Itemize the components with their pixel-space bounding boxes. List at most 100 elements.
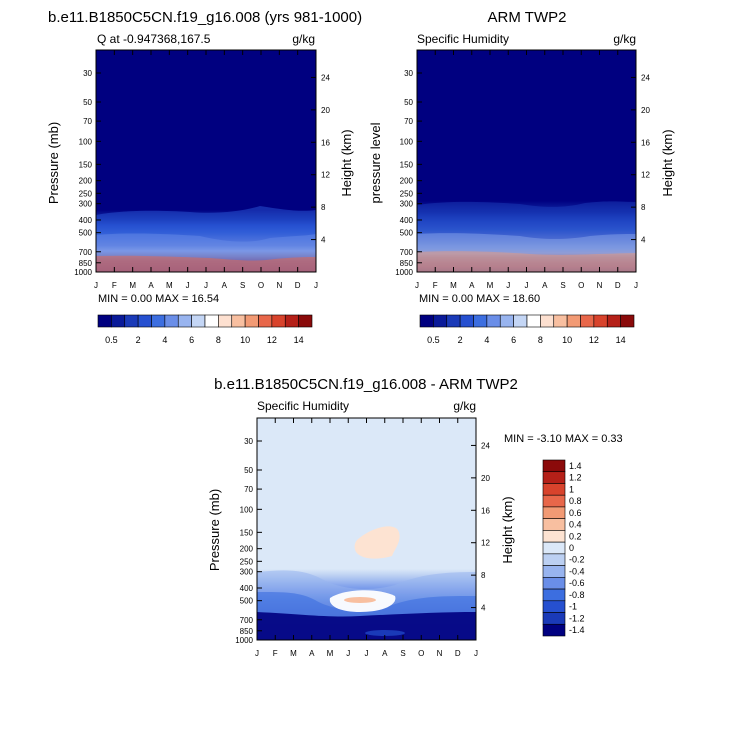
panel-diff-ytick-left-label-1: 50 [244, 466, 253, 475]
panel-obs-xtick-label-5: J [506, 281, 510, 290]
colorbar-model-box-4 [151, 314, 166, 328]
panel-model-ytick-left-label-12: 1000 [74, 268, 92, 277]
panel-model-ytick-left-label-11: 850 [79, 259, 93, 268]
panel-obs-xtick-label-9: O [578, 281, 584, 290]
colorbar-obs-label-4: 8 [538, 335, 543, 345]
panel-model-ytick-right-label-2: 16 [321, 138, 330, 147]
panel-model: b.e11.B1850C5CN.f19_g16.008 (yrs 981-100… [48, 9, 362, 273]
panel-diff-right-axis-label: Height (km) [500, 496, 515, 563]
colorbar-obs-box-2 [446, 314, 461, 328]
panel-diff-ytick-right-label-4: 8 [481, 571, 486, 580]
panel-model-units: g/kg [292, 32, 315, 46]
colorbar-obs-label-6: 12 [589, 335, 599, 345]
panel-diff-ytick-left-label-2: 70 [244, 485, 253, 494]
panel-model-subtitle: Q at -0.947368,167.5 [97, 32, 211, 46]
colorbar-model-box-9 [218, 314, 233, 328]
panel-obs-xtick-label-10: N [597, 281, 603, 290]
panel-diff-ytick-right-label-1: 20 [481, 474, 490, 483]
colorbar-diff-label-10: -0.6 [569, 578, 585, 588]
colorbar-diff-box-2 [542, 483, 566, 496]
colorbar-obs-box-4 [473, 314, 488, 328]
panel-diff-ytick-left-label-0: 30 [244, 437, 253, 446]
panel-diff-minmax: MIN = -3.10 MAX = 0.33 [504, 433, 623, 445]
panel-model-left-axis-label: Pressure (mb) [46, 122, 61, 204]
panel-obs-xtick-label-4: M [487, 281, 494, 290]
panel-diff-ytick-right-label-3: 12 [481, 539, 490, 548]
colorbar-obs-label-0: 0.5 [427, 335, 440, 345]
colorbar-obs-box-11 [566, 314, 581, 328]
colorbar-diff-box-0 [542, 459, 566, 473]
colorbar-diff-label-13: -1.2 [569, 613, 585, 623]
colorbar-obs-box-15 [620, 314, 635, 328]
panel-obs-left-axis-label: pressure level [368, 122, 383, 203]
panel-obs-ytick-left-label-10: 700 [400, 248, 414, 257]
colorbar-diff-box-5 [542, 518, 566, 531]
colorbar-obs-box-7 [513, 314, 528, 328]
panel-model-ytick-left-label-4: 150 [79, 160, 93, 169]
colorbar-model-label-6: 12 [267, 335, 277, 345]
colorbar-diff-label-9: -0.4 [569, 566, 585, 576]
panel-diff-ytick-left-label-10: 700 [240, 616, 254, 625]
panel-diff-xtick-label-4: M [327, 649, 334, 658]
colorbar-diff-label-2: 1 [569, 484, 574, 494]
panel-model-xtick-label-3: A [148, 281, 154, 290]
panel-model-ytick-right-label-1: 20 [321, 106, 330, 115]
colorbar-obs-label-1: 2 [458, 335, 463, 345]
colorbar-model-box-10 [231, 314, 246, 328]
colorbar-obs-box-3 [459, 314, 474, 328]
panel-diff-xtick-label-12: J [474, 649, 478, 658]
panel-obs-ytick-right-label-1: 20 [641, 106, 650, 115]
colorbar-model-box-1 [111, 314, 126, 328]
panel-model-xtick-label-8: S [240, 281, 245, 290]
colorbar-model-box-5 [164, 314, 179, 328]
colorbar-obs-box-0 [419, 314, 434, 328]
colorbar-diff-box-1 [542, 471, 566, 484]
panel-diff-xtick-label-5: J [346, 649, 350, 658]
panel-obs-ytick-right-label-5: 4 [641, 236, 646, 245]
panel-model-title: b.e11.B1850C5CN.f19_g16.008 (yrs 981-100… [48, 9, 362, 26]
panel-obs-xtick-label-0: J [415, 281, 419, 290]
colorbar-diff-label-1: 1.2 [569, 473, 582, 483]
panel-model-xtick-label-12: J [314, 281, 318, 290]
colorbar-obs-box-5 [486, 314, 501, 328]
panel-diff-ytick-left-label-3: 100 [240, 505, 254, 514]
colorbar-model-box-0 [97, 314, 112, 328]
panel-obs-xtick-label-1: F [433, 281, 438, 290]
panel-diff-xtick-label-11: D [455, 649, 461, 658]
colorbar-diff-label-0: 1.4 [569, 461, 582, 471]
panel-obs-ytick-left-label-0: 30 [404, 69, 413, 78]
colorbar-model-box-3 [137, 314, 152, 328]
panel-model-contour-field [96, 50, 316, 272]
panel-model-ytick-left-label-10: 700 [79, 248, 93, 257]
panel-model-ytick-left-label-6: 250 [79, 189, 93, 198]
panel-obs-xtick-label-11: D [615, 281, 621, 290]
panel-obs-ytick-left-label-2: 70 [404, 117, 413, 126]
panel-model-xtick-label-1: F [112, 281, 117, 290]
panel-diff-units: g/kg [453, 399, 476, 413]
colorbar-diff-label-3: 0.8 [569, 496, 582, 506]
colorbar-model-box-12 [258, 314, 273, 328]
panel-obs-right-axis-label: Height (km) [660, 129, 675, 196]
colorbar-model-label-5: 10 [240, 335, 250, 345]
panel-diff-xtick-label-0: J [255, 649, 259, 658]
colorbar-model-label-2: 4 [162, 335, 167, 345]
colorbar-diff-box-8 [542, 553, 566, 566]
panel-obs-title: ARM TWP2 [488, 9, 567, 26]
colorbar-model-label-1: 2 [136, 335, 141, 345]
colorbar-model-box-15 [298, 314, 313, 328]
colorbar-model-box-7 [191, 314, 206, 328]
colorbar-model-box-6 [177, 314, 192, 328]
colorbar-diff-box-10 [542, 577, 566, 590]
panel-obs-ytick-left-label-7: 300 [400, 200, 414, 209]
panel-diff-xtick-label-10: N [437, 649, 443, 658]
panel-obs-contour-field [417, 50, 636, 272]
panel-obs-xtick-label-3: A [469, 281, 475, 290]
colorbar-diff-box-6 [542, 530, 566, 543]
panel-diff-xtick-label-1: F [273, 649, 278, 658]
colorbar-model-label-3: 6 [189, 335, 194, 345]
panel-model-xtick-label-5: J [186, 281, 190, 290]
panel-model-xtick-label-11: D [295, 281, 301, 290]
colorbar-diff-box-12 [542, 600, 566, 613]
panel-model-ytick-left-label-3: 100 [79, 137, 93, 146]
colorbar-obs-label-3: 6 [511, 335, 516, 345]
